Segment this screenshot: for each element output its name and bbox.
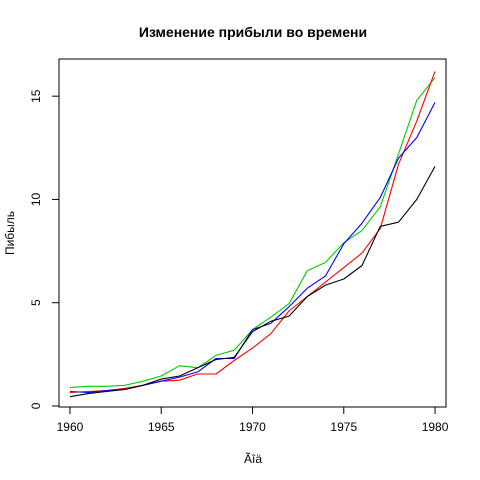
x-tick-label: 1970 <box>239 420 266 434</box>
x-tick-label: 1980 <box>422 420 449 434</box>
x-tick-label: 1965 <box>148 420 175 434</box>
series-group <box>69 71 436 398</box>
x-axis: 1960 1965 1970 1975 1980 <box>57 406 449 434</box>
y-tick-label: 0 <box>29 402 43 409</box>
y-axis: 0 5 10 15 <box>29 89 60 409</box>
series-line-4 <box>69 166 436 398</box>
y-tick-label: 10 <box>29 192 43 206</box>
y-tick-label: 5 <box>29 299 43 306</box>
chart-title: Изменение прибыли во времени <box>139 24 367 40</box>
y-axis-label: Пибыль <box>3 211 17 255</box>
x-axis-label: Ãîä <box>244 452 262 466</box>
y-tick-label: 15 <box>29 89 43 103</box>
x-tick-label: 1975 <box>330 420 357 434</box>
series-line-2 <box>69 71 436 394</box>
x-tick-label: 1960 <box>57 420 84 434</box>
